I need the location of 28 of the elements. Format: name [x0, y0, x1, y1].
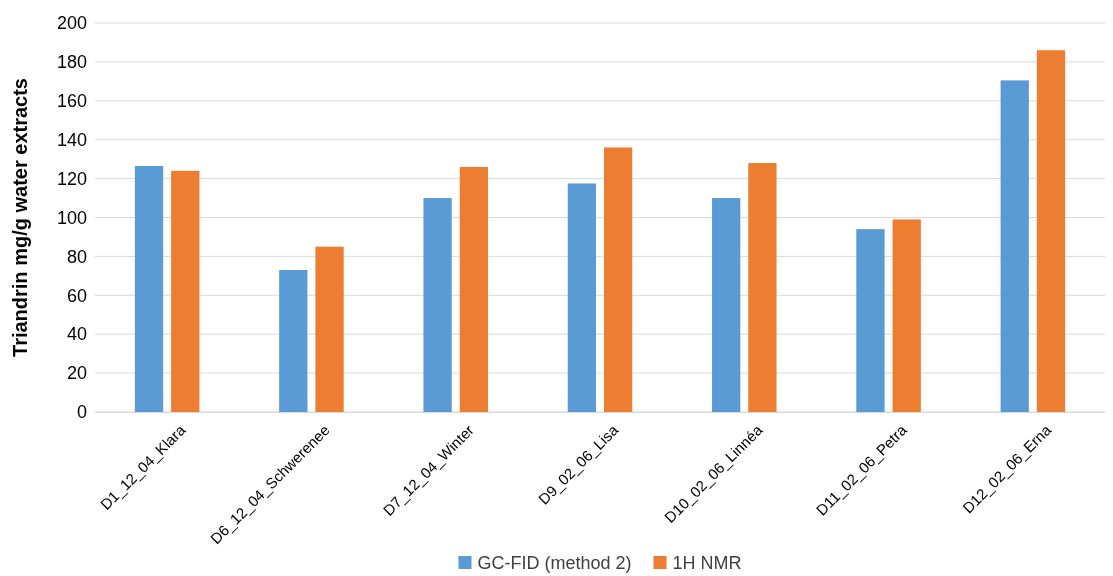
y-tick-label: 200 [56, 13, 87, 34]
bar [603, 147, 633, 412]
bar [315, 246, 344, 412]
y-tick-label: 40 [66, 324, 87, 345]
bar [748, 163, 777, 412]
y-tick-label: 80 [66, 246, 87, 267]
bar [1036, 50, 1066, 412]
y-tick-label: 140 [56, 129, 87, 150]
y-axis-title: Triandrin mg/g water extracts [9, 78, 31, 357]
y-tick-label: 120 [56, 168, 87, 189]
legend-label: GC-FID (method 2) [477, 553, 632, 574]
y-tick-label: 0 [76, 402, 87, 423]
y-tick-label: 180 [56, 52, 87, 73]
bar [279, 270, 308, 412]
bar [856, 229, 885, 412]
y-tick-label: 100 [56, 207, 87, 228]
bar [712, 198, 741, 412]
bar [171, 170, 200, 412]
legend-label: 1H NMR [672, 553, 742, 574]
y-tick-label: 60 [66, 285, 87, 306]
y-tick-label: 160 [56, 91, 87, 112]
bar [892, 219, 921, 412]
bar [1000, 80, 1029, 412]
bar [423, 198, 452, 412]
bar [134, 165, 164, 412]
bar [459, 166, 488, 412]
bar [567, 183, 597, 412]
y-tick-label: 20 [66, 363, 87, 384]
